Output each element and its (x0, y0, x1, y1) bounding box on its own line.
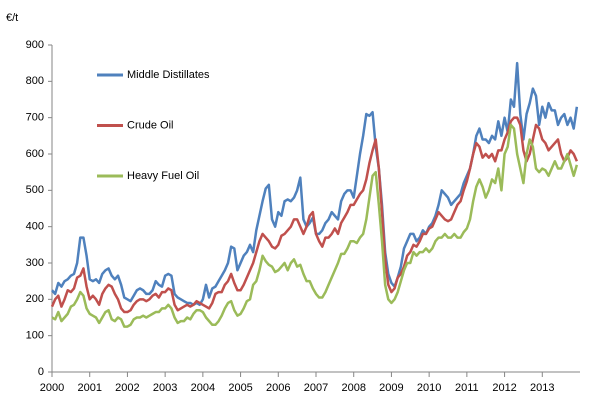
line (50, 116, 579, 314)
x-tick-label: 2003 (153, 382, 177, 394)
legend-label: Crude Oil (127, 119, 173, 131)
x-tick-label: 2004 (191, 382, 215, 394)
x-tick-label: 2009 (379, 382, 403, 394)
y-tick-label: 400 (26, 221, 44, 233)
x-tick-label: 2012 (492, 382, 516, 394)
x-tick-label: 2010 (417, 382, 441, 394)
y-tick-label: 800 (26, 75, 44, 87)
y-tick-label: 700 (26, 112, 44, 124)
x-tick-label: 2001 (77, 382, 101, 394)
x-tick-label: 2000 (40, 382, 64, 394)
y-tick-label: 900 (26, 39, 44, 51)
x-tick-label: 2006 (266, 382, 290, 394)
x-tick-label: 2007 (304, 382, 328, 394)
y-tick-label: 100 (26, 330, 44, 342)
y-tick-label: 500 (26, 184, 44, 196)
x-tick-label: 2013 (530, 382, 554, 394)
y-tick-label: 200 (26, 293, 44, 305)
x-tick-label: 2005 (228, 382, 252, 394)
legend-label: Middle Distillates (127, 69, 210, 81)
x-tick-label: 2002 (115, 382, 139, 394)
line (51, 61, 579, 307)
x-tick-label: 2008 (341, 382, 365, 394)
y-axis-label: €/t (6, 12, 18, 24)
legend-label: Heavy Fuel Oil (127, 170, 199, 182)
y-tick-label: 300 (26, 257, 44, 269)
x-tick-label: 2011 (455, 382, 479, 394)
line (51, 123, 579, 328)
y-tick-label: 600 (26, 148, 44, 160)
y-tick-label: 0 (38, 366, 44, 378)
